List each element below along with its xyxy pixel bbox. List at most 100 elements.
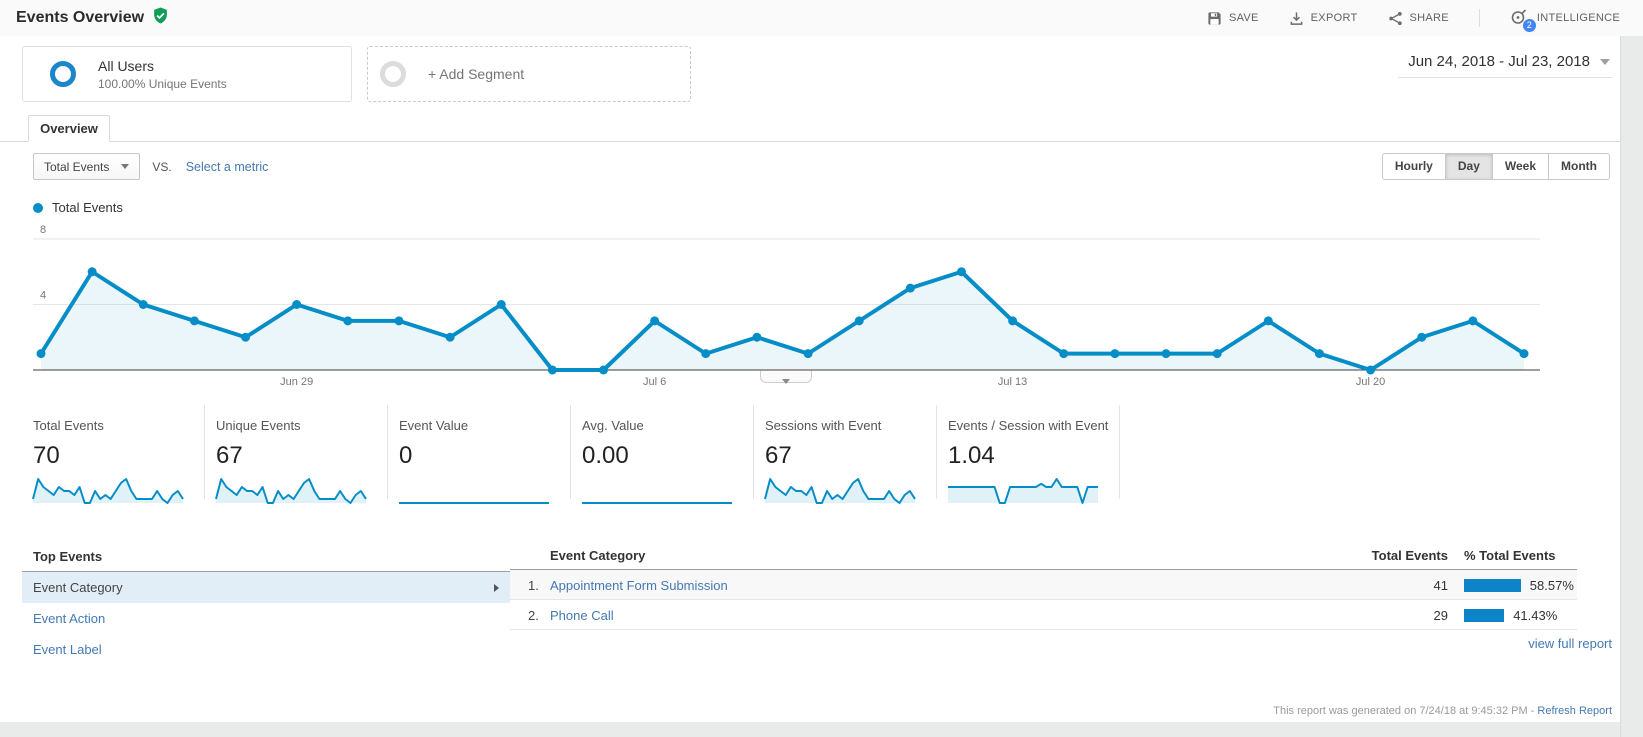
add-segment-button[interactable]: + Add Segment (367, 46, 691, 102)
scorecard-event-value: Event Value 0 (388, 405, 571, 504)
percent-bar (1464, 578, 1521, 592)
tab-overview[interactable]: Overview (28, 115, 110, 142)
data-point (36, 349, 46, 359)
share-button[interactable]: SHARE (1388, 11, 1449, 26)
save-button[interactable]: SAVE (1207, 11, 1259, 26)
data-point (854, 316, 864, 326)
add-segment-donut-icon (380, 61, 406, 87)
data-point (445, 332, 455, 342)
row-percent-cell: 58.57% (1464, 570, 1574, 600)
granularity-button-hourly[interactable]: Hourly (1381, 153, 1446, 180)
top-events-item-event-action[interactable]: Event Action (22, 603, 510, 634)
scorecard-label: Avg. Value (582, 418, 644, 433)
chevron-down-icon (1600, 58, 1610, 65)
save-label: SAVE (1228, 12, 1259, 24)
chart-expander-flap[interactable] (760, 371, 812, 384)
granularity-button-group: Hourly Day Week Month (1381, 153, 1610, 180)
column-header-percent-total-events: % Total Events (1464, 548, 1556, 563)
header-divider (1478, 9, 1480, 27)
data-point (87, 267, 97, 277)
data-point (496, 300, 506, 309)
scorecard-label: Event Value (399, 418, 469, 433)
data-point (1314, 349, 1324, 359)
top-events-item-event-category[interactable]: Event Category (22, 572, 510, 603)
data-point (1468, 316, 1478, 326)
sparkline (215, 478, 367, 504)
data-point (803, 349, 813, 359)
add-segment-label: + Add Segment (428, 66, 525, 82)
data-point (547, 365, 557, 375)
granularity-button-day[interactable]: Day (1445, 153, 1493, 180)
sparkline (399, 502, 549, 504)
export-icon (1289, 11, 1304, 26)
scorecard-label: Unique Events (216, 418, 301, 433)
view-full-report-link[interactable]: view full report (1528, 636, 1612, 651)
data-point (394, 316, 404, 326)
date-range-text: Jun 24, 2018 - Jul 23, 2018 (1408, 53, 1590, 70)
series-line (39, 269, 1526, 372)
sparkline (32, 478, 184, 504)
page-title-text: Events Overview (16, 9, 145, 26)
export-label: EXPORT (1310, 12, 1358, 24)
scorecard-label: Sessions with Event (765, 418, 882, 433)
date-range-selector[interactable]: Jun 24, 2018 - Jul 23, 2018 (1398, 53, 1612, 78)
save-icon (1207, 11, 1222, 26)
events-line-chart: 48 (33, 224, 1540, 375)
metric-selector-dropdown[interactable]: Total Events (33, 153, 141, 180)
segment-all-users[interactable]: All Users 100.00% Unique Events (22, 46, 352, 102)
percent-value: 41.43% (1513, 607, 1558, 623)
report-card: All Users 100.00% Unique Events + Add Se… (0, 36, 1620, 722)
top-events-title: Top Events (22, 545, 510, 572)
x-axis-label: Jun 29 (280, 376, 314, 388)
data-point (1212, 349, 1222, 359)
y-axis-tick: 4 (40, 290, 46, 302)
data-point (1059, 349, 1069, 359)
share-label: SHARE (1409, 12, 1449, 24)
sparkline (582, 502, 732, 504)
granularity-button-week[interactable]: Week (1492, 153, 1550, 180)
x-axis-label: Jul 6 (643, 376, 667, 388)
chart-legend: Total Events (33, 200, 123, 215)
granularity-button-month[interactable]: Month (1549, 153, 1610, 180)
scorecard-value: 70 (33, 442, 60, 469)
data-point (599, 365, 609, 375)
scorecard-sessions-with-event: Sessions with Event 67 (754, 405, 937, 504)
scorecards-row: Total Events 70 Unique Events 67 Event V… (22, 405, 1120, 504)
event-category-table: Event Category Total Events % Total Even… (510, 545, 1577, 630)
scorecard-label: Events / Session with Event (948, 418, 1109, 433)
report-footer: This report was generated on 7/24/18 at … (1273, 705, 1612, 717)
intelligence-button[interactable]: 2 INTELLIGENCE (1510, 8, 1620, 32)
top-events-item-label: Event Category (33, 580, 123, 595)
data-point (138, 300, 148, 309)
data-point (752, 332, 762, 342)
x-axis-label: Jul 13 (997, 376, 1028, 388)
refresh-report-link[interactable]: Refresh Report (1537, 705, 1612, 717)
event-category-link[interactable]: Appointment Form Submission (550, 578, 728, 593)
scorecard-events-per-session: Events / Session with Event 1.04 (937, 405, 1120, 504)
top-events-item-event-label[interactable]: Event Label (22, 634, 510, 665)
generated-text: This report was generated on 7/24/18 at … (1273, 705, 1535, 717)
export-button[interactable]: EXPORT (1289, 11, 1358, 26)
header-actions: SAVE EXPORT SHARE 2 INTELLIGENCE (1207, 0, 1620, 36)
data-point (189, 316, 199, 326)
data-point (650, 316, 660, 326)
data-point (241, 332, 251, 342)
data-point (1519, 349, 1529, 359)
table-header-row: Event Category Total Events % Total Even… (510, 545, 1577, 570)
row-percent-cell: 41.43% (1464, 600, 1557, 630)
page-background-strip (1620, 36, 1643, 737)
intelligence-badge: 2 (1522, 19, 1536, 32)
data-point (1008, 316, 1018, 326)
scorecard-unique-events: Unique Events 67 (205, 405, 388, 504)
table-row: 1. Appointment Form Submission 41 58.57% (510, 570, 1577, 600)
data-point (701, 349, 711, 359)
event-category-link[interactable]: Phone Call (550, 608, 614, 623)
scorecard-value: 0.00 (582, 442, 629, 469)
row-total-events: 41 (1433, 578, 1448, 593)
data-point (1110, 349, 1120, 359)
data-point (956, 267, 966, 277)
x-axis-label: Jul 20 (1355, 376, 1386, 388)
select-a-metric-link[interactable]: Select a metric (185, 159, 269, 174)
share-icon (1388, 11, 1403, 26)
